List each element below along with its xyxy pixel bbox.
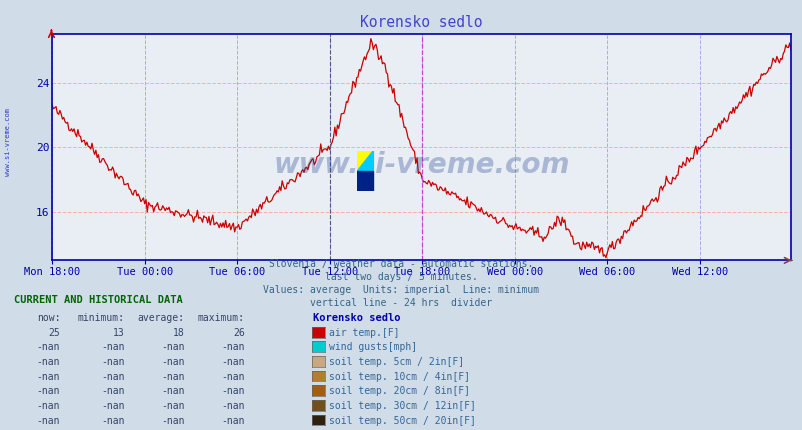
Text: 25: 25 — [48, 328, 60, 338]
Text: -nan: -nan — [161, 357, 184, 367]
Text: -nan: -nan — [161, 386, 184, 396]
Text: -nan: -nan — [221, 357, 245, 367]
Text: air temp.[F]: air temp.[F] — [329, 328, 399, 338]
Text: maximum:: maximum: — [197, 313, 245, 323]
Text: -nan: -nan — [37, 401, 60, 411]
Text: -nan: -nan — [221, 415, 245, 426]
Text: -nan: -nan — [221, 342, 245, 353]
Text: -nan: -nan — [101, 401, 124, 411]
Polygon shape — [357, 150, 373, 171]
Text: -nan: -nan — [37, 386, 60, 396]
Text: CURRENT AND HISTORICAL DATA: CURRENT AND HISTORICAL DATA — [14, 295, 183, 305]
Text: -nan: -nan — [101, 386, 124, 396]
Text: Values: average  Units: imperial  Line: minimum: Values: average Units: imperial Line: mi… — [263, 285, 539, 295]
Text: soil temp. 5cm / 2in[F]: soil temp. 5cm / 2in[F] — [329, 357, 464, 367]
Text: -nan: -nan — [37, 357, 60, 367]
Text: -nan: -nan — [101, 342, 124, 353]
Text: minimum:: minimum: — [77, 313, 124, 323]
Text: now:: now: — [37, 313, 60, 323]
Text: -nan: -nan — [161, 401, 184, 411]
Title: Korensko sedlo: Korensko sedlo — [360, 15, 482, 31]
Text: vertical line - 24 hrs  divider: vertical line - 24 hrs divider — [310, 298, 492, 308]
Text: -nan: -nan — [37, 342, 60, 353]
Text: wind gusts[mph]: wind gusts[mph] — [329, 342, 417, 353]
Text: -nan: -nan — [101, 372, 124, 382]
Text: -nan: -nan — [37, 415, 60, 426]
Text: -nan: -nan — [101, 415, 124, 426]
Text: -nan: -nan — [221, 372, 245, 382]
Text: soil temp. 10cm / 4in[F]: soil temp. 10cm / 4in[F] — [329, 372, 470, 382]
Text: soil temp. 50cm / 20in[F]: soil temp. 50cm / 20in[F] — [329, 415, 476, 426]
Text: 26: 26 — [233, 328, 245, 338]
Text: average:: average: — [137, 313, 184, 323]
Text: Slovenia / weather data - automatic stations.: Slovenia / weather data - automatic stat… — [269, 259, 533, 270]
Polygon shape — [357, 150, 373, 171]
Text: last two days / 5 minutes.: last two days / 5 minutes. — [325, 272, 477, 283]
Text: soil temp. 30cm / 12in[F]: soil temp. 30cm / 12in[F] — [329, 401, 476, 411]
Text: www.si-vreme.com: www.si-vreme.com — [5, 108, 10, 176]
Text: Korensko sedlo: Korensko sedlo — [313, 313, 400, 323]
Text: -nan: -nan — [37, 372, 60, 382]
Text: -nan: -nan — [221, 401, 245, 411]
Text: soil temp. 20cm / 8in[F]: soil temp. 20cm / 8in[F] — [329, 386, 470, 396]
Text: 18: 18 — [172, 328, 184, 338]
Text: -nan: -nan — [101, 357, 124, 367]
Text: www.si-vreme.com: www.si-vreme.com — [273, 151, 569, 179]
Text: -nan: -nan — [161, 372, 184, 382]
Text: 13: 13 — [112, 328, 124, 338]
Polygon shape — [357, 171, 373, 191]
Text: -nan: -nan — [161, 342, 184, 353]
Text: -nan: -nan — [221, 386, 245, 396]
Text: -nan: -nan — [161, 415, 184, 426]
